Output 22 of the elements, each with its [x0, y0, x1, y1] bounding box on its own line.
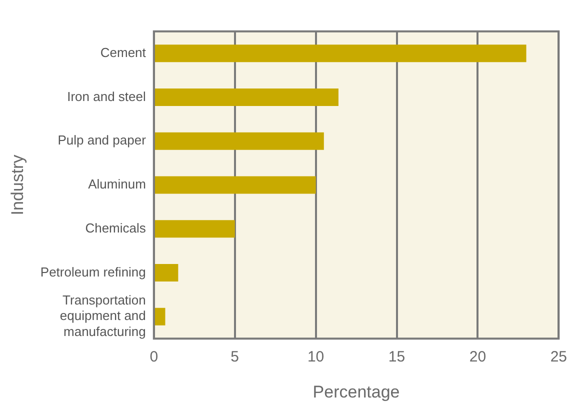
- x-tick-label: 20: [469, 348, 486, 366]
- bar: [154, 88, 338, 106]
- bar: [154, 308, 166, 326]
- y-tick-label: Cement: [100, 44, 146, 60]
- x-axis-title: Percentage: [312, 382, 400, 402]
- y-tick-label: Pulp and paper: [58, 132, 147, 148]
- bar: [154, 132, 324, 150]
- x-tick-label: 10: [307, 348, 324, 366]
- bar: [154, 44, 526, 62]
- x-tick-label: 25: [550, 348, 567, 366]
- bar: [154, 264, 178, 282]
- y-tick-label: Aluminum: [88, 176, 146, 192]
- x-tick-label: 0: [150, 348, 158, 366]
- y-tick-label: Iron and steel: [67, 88, 146, 104]
- y-axis-title: Industry: [8, 154, 27, 216]
- y-tick-label: Chemicals: [85, 220, 146, 236]
- y-tick-label: Petroleum refining: [40, 264, 146, 280]
- x-tick-label: 5: [230, 348, 240, 366]
- bar: [154, 176, 316, 194]
- y-tick-label: Transportation equipment and manufacturing: [60, 292, 146, 339]
- bar: [154, 220, 235, 238]
- x-tick-label: 15: [388, 348, 406, 366]
